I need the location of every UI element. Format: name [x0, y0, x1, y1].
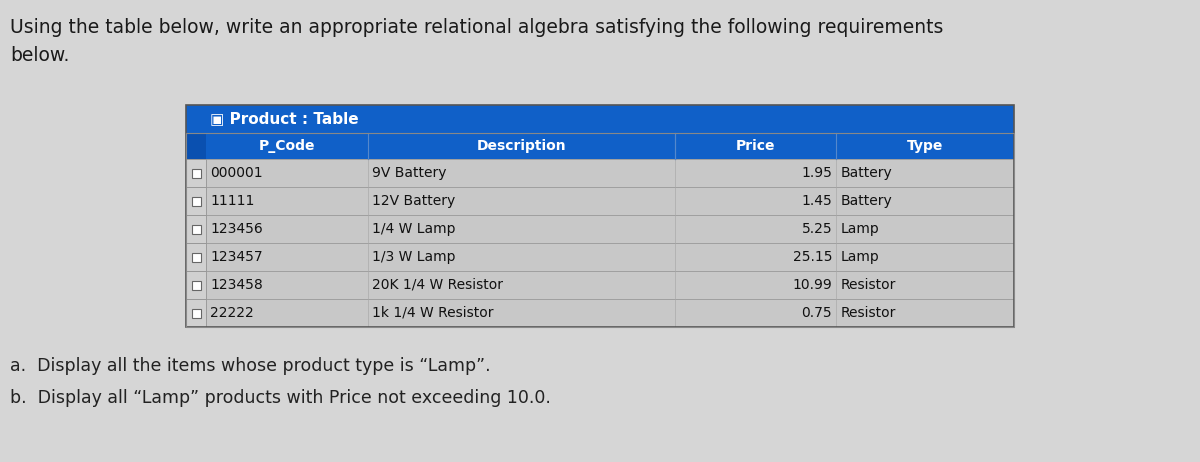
Text: 22222: 22222 — [210, 306, 253, 320]
Bar — [186, 105, 1014, 327]
Text: 000001: 000001 — [210, 166, 263, 180]
Text: Using the table below, write an appropriate relational algebra satisfying the fo: Using the table below, write an appropri… — [10, 18, 943, 65]
Text: Lamp: Lamp — [840, 250, 878, 264]
Text: 123457: 123457 — [210, 250, 263, 264]
Text: 12V Battery: 12V Battery — [372, 194, 455, 208]
Bar — [186, 159, 206, 187]
Bar — [186, 187, 206, 215]
Text: a.  Display all the items whose product type is “Lamp”.: a. Display all the items whose product t… — [10, 357, 491, 375]
Bar — [186, 243, 206, 271]
Bar — [186, 159, 1014, 187]
Bar — [192, 280, 200, 290]
Bar — [186, 243, 1014, 271]
Text: 9V Battery: 9V Battery — [372, 166, 446, 180]
Bar — [192, 169, 200, 177]
Text: 1k 1/4 W Resistor: 1k 1/4 W Resistor — [372, 306, 493, 320]
Text: 10.99: 10.99 — [792, 278, 833, 292]
Text: 0.75: 0.75 — [802, 306, 833, 320]
Bar — [186, 133, 1014, 327]
Bar — [186, 271, 1014, 299]
Text: Lamp: Lamp — [840, 222, 878, 236]
Bar — [186, 133, 206, 159]
Bar — [192, 309, 200, 317]
Text: 1/3 W Lamp: 1/3 W Lamp — [372, 250, 455, 264]
Bar — [186, 105, 1014, 133]
Text: 11111: 11111 — [210, 194, 254, 208]
Bar — [186, 215, 206, 243]
Text: Resistor: Resistor — [840, 306, 895, 320]
Text: Description: Description — [476, 139, 566, 153]
Text: P_Code: P_Code — [258, 139, 316, 153]
Text: 1/4 W Lamp: 1/4 W Lamp — [372, 222, 455, 236]
Text: Type: Type — [907, 139, 943, 153]
Text: Resistor: Resistor — [840, 278, 895, 292]
Text: b.  Display all “Lamp” products with Price not exceeding 10.0.: b. Display all “Lamp” products with Pric… — [10, 389, 551, 407]
Bar — [186, 299, 1014, 327]
Text: Price: Price — [736, 139, 775, 153]
Bar — [192, 253, 200, 261]
Bar — [186, 133, 1014, 159]
Bar — [186, 187, 1014, 215]
Text: Battery: Battery — [840, 194, 892, 208]
Text: 123458: 123458 — [210, 278, 263, 292]
Text: ▣ Product : Table: ▣ Product : Table — [210, 111, 359, 127]
Text: 5.25: 5.25 — [802, 222, 833, 236]
Text: Battery: Battery — [840, 166, 892, 180]
Bar — [192, 225, 200, 233]
Text: 20K 1/4 W Resistor: 20K 1/4 W Resistor — [372, 278, 503, 292]
Text: 1.95: 1.95 — [802, 166, 833, 180]
Bar — [192, 196, 200, 206]
Text: 123456: 123456 — [210, 222, 263, 236]
Text: 25.15: 25.15 — [793, 250, 833, 264]
Bar — [186, 215, 1014, 243]
Bar — [186, 299, 206, 327]
Text: 1.45: 1.45 — [802, 194, 833, 208]
Bar — [186, 271, 206, 299]
